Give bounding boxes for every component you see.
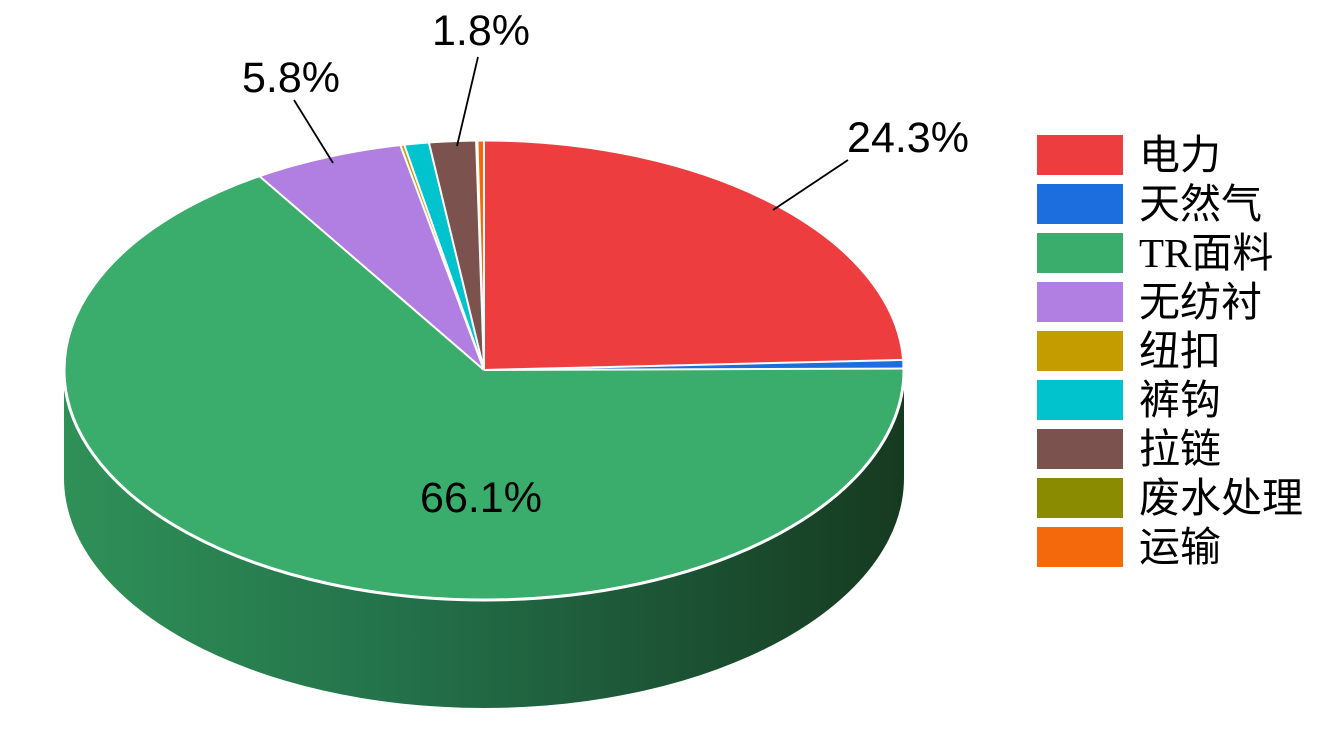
pie-side (64, 370, 904, 708)
legend-swatch (1037, 527, 1123, 567)
slice-border (258, 175, 485, 371)
legend-swatch (1037, 184, 1123, 224)
legend-label: 天然气 (1139, 181, 1262, 227)
legend-swatch (1037, 233, 1123, 273)
pie-slice-电力 (484, 140, 904, 370)
leader-line-拉链 (456, 56, 479, 147)
legend-label: 无纺衬 (1139, 279, 1262, 325)
pie-slice-无纺衬 (258, 144, 484, 370)
slice-label-电力: 24.3% (847, 114, 969, 162)
legend-label: 拉链 (1139, 426, 1221, 472)
pie-slice-TR面料 (63, 175, 904, 601)
legend-swatch (1037, 331, 1123, 371)
slice-border (483, 358, 904, 371)
leader-line-无纺衬 (293, 99, 334, 164)
slice-border (476, 139, 485, 371)
legend-item: 拉链 (1037, 426, 1303, 472)
legend-item: 电力 (1037, 132, 1303, 178)
slice-border (403, 143, 485, 371)
slice-border (427, 141, 485, 371)
legend-swatch (1037, 478, 1123, 518)
legend-label: 电力 (1139, 132, 1221, 178)
leader-line-电力 (772, 159, 849, 211)
legend-label: 纽扣 (1139, 328, 1221, 374)
legend-swatch (1037, 380, 1123, 420)
legend-label: TR面料 (1139, 230, 1274, 276)
legend-label: 废水处理 (1139, 475, 1303, 521)
slice-label-TR面料: 66.1% (420, 474, 542, 522)
legend-label: 裤钩 (1139, 377, 1221, 423)
legend-item: 废水处理 (1037, 475, 1303, 521)
legend: 电力 天然气 TR面料 无纺衬 纽扣 裤钩 拉链 废水处理 运输 (1037, 135, 1303, 576)
legend-item: 无纺衬 (1037, 279, 1303, 325)
legend-swatch (1037, 135, 1123, 175)
legend-item: TR面料 (1037, 230, 1303, 276)
slice-border (483, 367, 904, 371)
legend-label: 运输 (1139, 524, 1221, 570)
slice-label-无纺衬: 5.8% (242, 54, 340, 102)
legend-item: 天然气 (1037, 181, 1303, 227)
legend-swatch (1037, 429, 1123, 469)
legend-swatch (1037, 282, 1123, 322)
pie-rim (62, 138, 906, 602)
legend-item: 裤钩 (1037, 377, 1303, 423)
legend-item: 运输 (1037, 524, 1303, 570)
legend-item: 纽扣 (1037, 328, 1303, 374)
slice-label-拉链: 1.8% (432, 7, 530, 55)
